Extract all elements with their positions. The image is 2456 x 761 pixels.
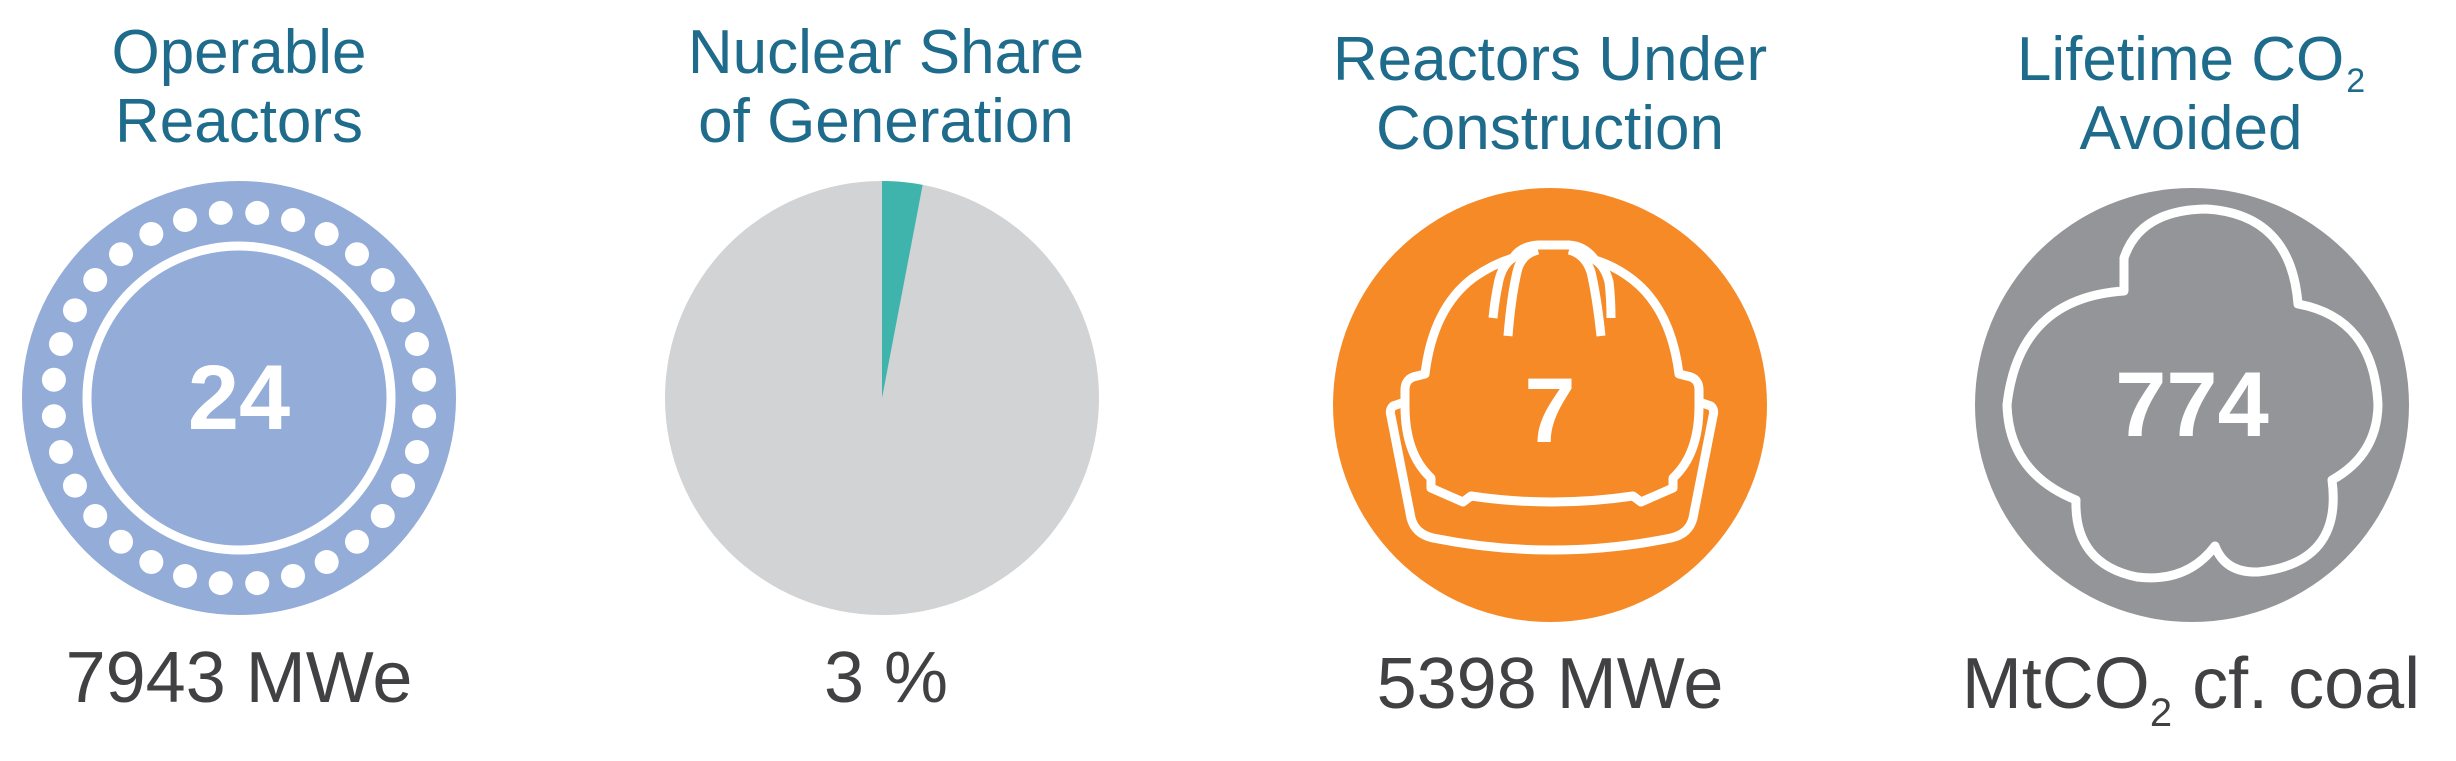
reactor-dot (370, 504, 395, 528)
reactor-ring-icon (22, 181, 456, 615)
panel-title: Lifetime CO2 Avoided (1881, 25, 2456, 163)
title-line: Reactors Under (1332, 25, 1768, 94)
nuclear-share-value: 3 % (823, 638, 949, 718)
title-line: Operable (111, 18, 367, 87)
reactor-dot (314, 221, 339, 246)
construction-capacity-value: 5398 MWe (1376, 644, 1724, 724)
reactor-dot (41, 367, 66, 392)
reactor-dot (280, 208, 305, 233)
pie-chart-icon (665, 181, 1099, 615)
reactor-dot (109, 242, 133, 267)
reactor-dot (404, 439, 429, 464)
reactor-dot (62, 298, 87, 323)
panel-title: Operable Reactors (0, 18, 549, 156)
reactor-dot (391, 473, 416, 498)
reactor-dot (370, 268, 395, 292)
reactor-dot (139, 550, 164, 575)
reactor-dot (391, 298, 416, 323)
panel-under-construction: Reactors Under Construction 7 5398 MWe (1240, 0, 1860, 761)
reactor-dot (173, 208, 198, 233)
reactor-dot (208, 571, 233, 596)
reactor-dot (345, 242, 369, 267)
operable-reactors-count: 24 (187, 346, 291, 449)
panel-operable-reactors: Operable Reactors 24 7943 MWe (0, 0, 549, 761)
title-line: Nuclear Share (687, 18, 1085, 87)
reactor-dot (62, 473, 87, 498)
reactor-dot (245, 571, 270, 596)
operable-capacity-value: 7943 MWe (65, 638, 413, 718)
reactor-dot (83, 268, 108, 292)
reactor-dot (49, 332, 74, 357)
reactor-dot (83, 504, 108, 528)
under-construction-badge: 7 (1333, 188, 1767, 622)
unit-text-rest: cf. coal (2172, 644, 2421, 724)
reactor-dot (173, 563, 198, 588)
reactor-dot (139, 221, 164, 246)
co2-unit-label: MtCO2 cf. coal (1881, 648, 2456, 733)
unit-subscript: 2 (2149, 691, 2173, 735)
under-construction-count: 7 (1524, 359, 1576, 462)
title-line: Lifetime CO2 (1881, 25, 2456, 98)
title-line: Reactors (114, 87, 364, 156)
reactor-dot (49, 439, 74, 464)
cloud-icon (1975, 188, 2409, 622)
reactor-dot (208, 200, 233, 225)
reactor-dot (280, 563, 305, 588)
reactor-dot (345, 529, 369, 554)
title-subscript: 2 (2346, 62, 2366, 100)
title-line: Construction (1375, 94, 1725, 163)
panel-nuclear-share: Nuclear Share of Generation 3 % (576, 0, 1196, 761)
panel-title: Nuclear Share of Generation (576, 18, 1196, 156)
co2-avoided-amount: 774 (2115, 353, 2269, 456)
title-line: Avoided (2079, 94, 2303, 163)
reactor-dot (314, 550, 339, 575)
reactor-dot (412, 404, 437, 429)
panel-title: Reactors Under Construction (1240, 25, 1860, 163)
unit-text: MtCO (1961, 644, 2150, 724)
reactor-dot (404, 332, 429, 357)
nuclear-share-pie (665, 181, 1099, 615)
operable-reactors-badge: 24 (22, 181, 456, 615)
co2-avoided-badge: 774 (1975, 188, 2409, 622)
reactor-dot (109, 529, 133, 554)
reactor-dot (245, 200, 270, 225)
hard-hat-icon (1333, 188, 1767, 622)
reactor-dot (412, 367, 437, 392)
title-text: Lifetime CO (2016, 25, 2345, 94)
panel-co2-avoided: Lifetime CO2 Avoided 774 MtCO2 cf. coal (1881, 0, 2456, 761)
reactor-dot (41, 404, 66, 429)
title-line: of Generation (698, 87, 1074, 156)
